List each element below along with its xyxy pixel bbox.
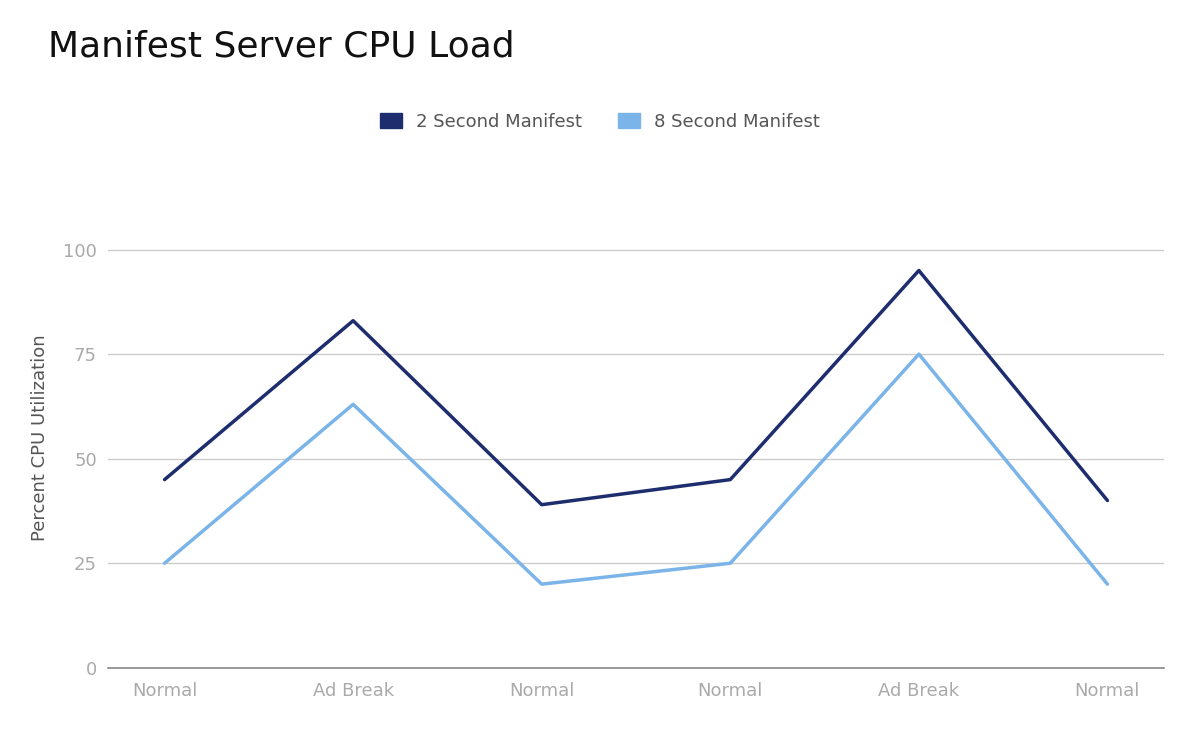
2 Second Manifest xyxy=(1100,496,1115,505)
Text: Manifest Server CPU Load: Manifest Server CPU Load xyxy=(48,30,515,64)
8 Second Manifest xyxy=(346,400,360,409)
Y-axis label: Percent CPU Utilization: Percent CPU Utilization xyxy=(31,335,49,541)
Line: 8 Second Manifest: 8 Second Manifest xyxy=(164,354,1108,584)
8 Second Manifest xyxy=(157,559,172,568)
Legend: 2 Second Manifest, 8 Second Manifest: 2 Second Manifest, 8 Second Manifest xyxy=(380,113,820,131)
8 Second Manifest xyxy=(724,559,738,568)
8 Second Manifest xyxy=(1100,580,1115,588)
8 Second Manifest xyxy=(912,349,926,358)
Line: 2 Second Manifest: 2 Second Manifest xyxy=(164,271,1108,505)
8 Second Manifest xyxy=(534,580,548,588)
2 Second Manifest xyxy=(157,475,172,484)
2 Second Manifest xyxy=(346,316,360,325)
2 Second Manifest xyxy=(912,266,926,275)
2 Second Manifest xyxy=(534,500,548,509)
2 Second Manifest xyxy=(724,475,738,484)
